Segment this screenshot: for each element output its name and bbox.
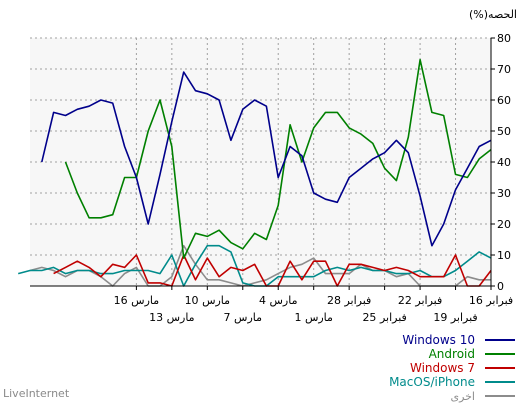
legend-swatch [485, 395, 515, 397]
y-tick-label: 70 [497, 63, 511, 76]
legend-entry: اخرى [300, 389, 515, 403]
y-tick-label: 10 [497, 249, 511, 262]
y-tick-label: 80 [497, 32, 511, 45]
legend-label: MacOS/iPhone [389, 375, 475, 389]
legend-entry: Windows 10 [300, 333, 515, 347]
x-tick-label: 16 فبرابر [469, 294, 513, 307]
legend-label: Windows 10 [402, 333, 475, 347]
legend: Windows 10 Android Windows 7 MacOS/iPhone اخ… [300, 333, 515, 403]
x-tick-label: 10 مارس [185, 294, 231, 307]
y-axis-label: (%)الحصه [469, 8, 517, 21]
x-tick-label: 19 فبرابر [433, 311, 477, 324]
x-tick-label: 1 مارس [294, 311, 333, 324]
series-line-windows-10 [41, 71, 492, 247]
legend-swatch [485, 367, 515, 369]
grid [30, 37, 492, 286]
legend-label: Windows 7 [409, 361, 475, 375]
x-tick-label: 16 مارس [114, 294, 160, 307]
x-ticks: 16 فبرابر 19 فبرابر 22 فبرابر 25 فبرابر 28 ف… [114, 286, 513, 324]
x-tick-label: 28 فبرابر [327, 294, 371, 307]
y-tick-label: 60 [497, 94, 511, 107]
y-tick-label: 30 [497, 187, 511, 200]
x-tick-label: 13 مارس [149, 311, 195, 324]
legend-label: اخرى [450, 389, 475, 403]
legend-entry: MacOS/iPhone [300, 375, 515, 389]
legend-swatch [485, 381, 515, 383]
series-line-other [29, 244, 491, 287]
legend-entry: Android [300, 347, 515, 361]
legend-entry: Windows 7 [300, 361, 515, 375]
x-tick-label: 7 مارس [224, 311, 263, 324]
legend-swatch [485, 339, 515, 341]
legend-swatch [485, 353, 515, 355]
x-tick-label: 25 فبرابر [362, 311, 406, 324]
legend-label: Android [428, 347, 475, 361]
y-tick-label: 0 [497, 280, 504, 293]
x-tick-label: 22 فبرابر [398, 294, 442, 307]
chart: 0 10 20 30 40 50 60 70 80 16 فبرابر 19 فبرابر 22 ف… [17, 8, 517, 324]
y-ticks: 0 10 20 30 40 50 60 70 80 [491, 32, 511, 293]
watermark: LiveInternet [3, 387, 70, 400]
y-tick-label: 40 [497, 156, 511, 169]
y-tick-label: 20 [497, 218, 511, 231]
x-tick-label: 4 مارس [259, 294, 298, 307]
y-tick-label: 50 [497, 125, 511, 138]
